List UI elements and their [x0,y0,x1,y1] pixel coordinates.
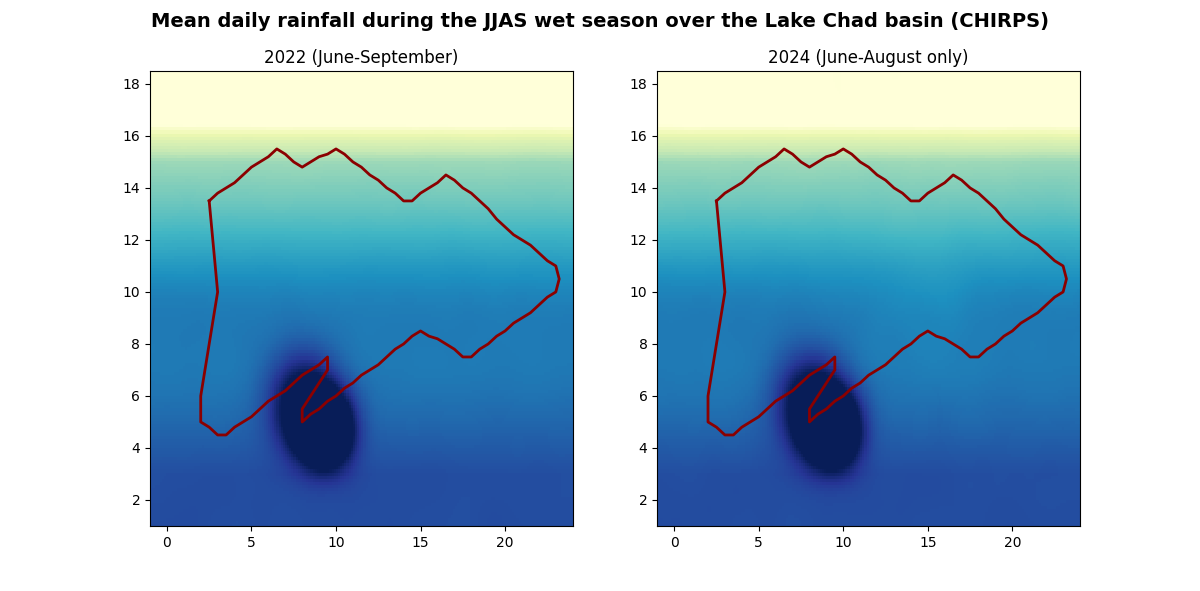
Title: 2022 (June-September): 2022 (June-September) [264,48,458,67]
Text: Mean daily rainfall during the JJAS wet season over the Lake Chad basin (CHIRPS): Mean daily rainfall during the JJAS wet … [151,12,1049,31]
Title: 2024 (June-August only): 2024 (June-August only) [768,48,968,67]
